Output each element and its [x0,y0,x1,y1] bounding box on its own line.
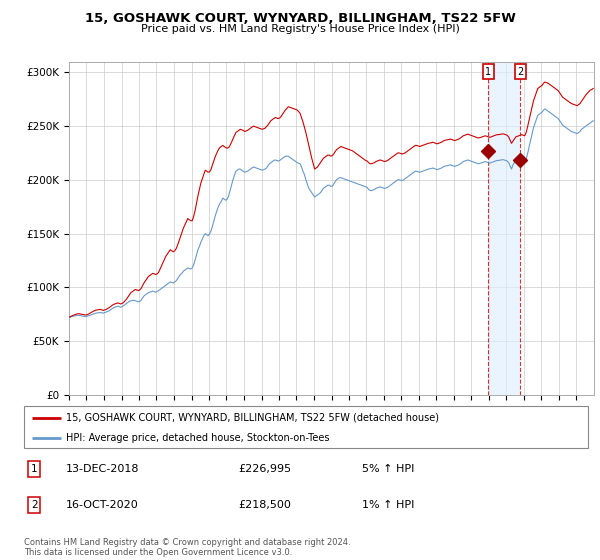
FancyBboxPatch shape [24,406,588,448]
Text: 13-DEC-2018: 13-DEC-2018 [66,464,140,474]
Text: 2: 2 [31,501,37,510]
Text: 15, GOSHAWK COURT, WYNYARD, BILLINGHAM, TS22 5FW (detached house): 15, GOSHAWK COURT, WYNYARD, BILLINGHAM, … [66,413,439,423]
Text: 1: 1 [31,464,37,474]
Text: HPI: Average price, detached house, Stockton-on-Tees: HPI: Average price, detached house, Stoc… [66,433,330,443]
Text: £226,995: £226,995 [238,464,292,474]
Text: Contains HM Land Registry data © Crown copyright and database right 2024.
This d: Contains HM Land Registry data © Crown c… [24,538,350,557]
Text: 16-OCT-2020: 16-OCT-2020 [66,501,139,510]
Text: 2: 2 [517,67,523,77]
Text: £218,500: £218,500 [238,501,291,510]
Text: Price paid vs. HM Land Registry's House Price Index (HPI): Price paid vs. HM Land Registry's House … [140,24,460,34]
Text: 1% ↑ HPI: 1% ↑ HPI [362,501,415,510]
Text: 5% ↑ HPI: 5% ↑ HPI [362,464,415,474]
Text: 1: 1 [485,67,491,77]
Text: 15, GOSHAWK COURT, WYNYARD, BILLINGHAM, TS22 5FW: 15, GOSHAWK COURT, WYNYARD, BILLINGHAM, … [85,12,515,25]
Bar [488,62,520,395]
